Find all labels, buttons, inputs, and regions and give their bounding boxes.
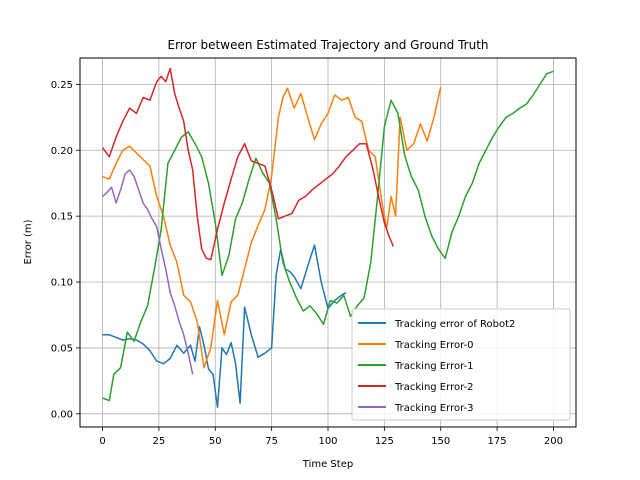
series-line-3 xyxy=(101,67,395,261)
series-lines xyxy=(101,67,554,408)
series-line-2 xyxy=(102,70,554,402)
y-tick-label: 0.20 xyxy=(51,146,73,157)
series-line-4 xyxy=(102,169,194,375)
chart-title: Error between Estimated Trajectory and G… xyxy=(167,38,488,52)
x-tick-label: 175 xyxy=(488,436,507,447)
x-tick-label: 50 xyxy=(209,436,222,447)
legend-label-error-3: Tracking Error-3 xyxy=(394,403,474,414)
y-tick-label: 0.25 xyxy=(51,80,73,91)
x-tick-label: 200 xyxy=(544,436,563,447)
legend-label-error-0: Tracking Error-0 xyxy=(394,340,474,351)
legend-label-error-1: Tracking Error-1 xyxy=(394,361,474,372)
x-tick-label: 150 xyxy=(431,436,450,447)
series-line-0 xyxy=(102,244,347,408)
y-tick-label: 0.00 xyxy=(51,409,73,420)
y-tick-label: 0.10 xyxy=(51,278,73,289)
y-tick-label: 0.05 xyxy=(51,343,73,354)
x-tick-label: 0 xyxy=(99,436,105,447)
legend-box xyxy=(351,308,571,421)
legend: Tracking error of Robot2 Tracking Error-… xyxy=(351,308,571,421)
y-axis-ticks: 0.00 0.05 0.10 0.15 0.20 0.25 xyxy=(51,80,80,420)
legend-label-error-2: Tracking Error-2 xyxy=(394,382,474,393)
y-tick-label: 0.15 xyxy=(51,212,73,223)
x-tick-label: 100 xyxy=(318,436,337,447)
legend-label-robot2: Tracking error of Robot2 xyxy=(394,319,515,330)
series-line-1 xyxy=(102,86,442,369)
x-tick-label: 125 xyxy=(375,436,394,447)
x-axis-ticks: 0 25 50 75 100 125 150 175 200 xyxy=(99,427,563,447)
x-tick-label: 25 xyxy=(153,436,166,447)
x-tick-label: 75 xyxy=(265,436,278,447)
x-axis-label: Time Step xyxy=(302,459,353,470)
y-axis-label: Error (m) xyxy=(23,219,34,264)
